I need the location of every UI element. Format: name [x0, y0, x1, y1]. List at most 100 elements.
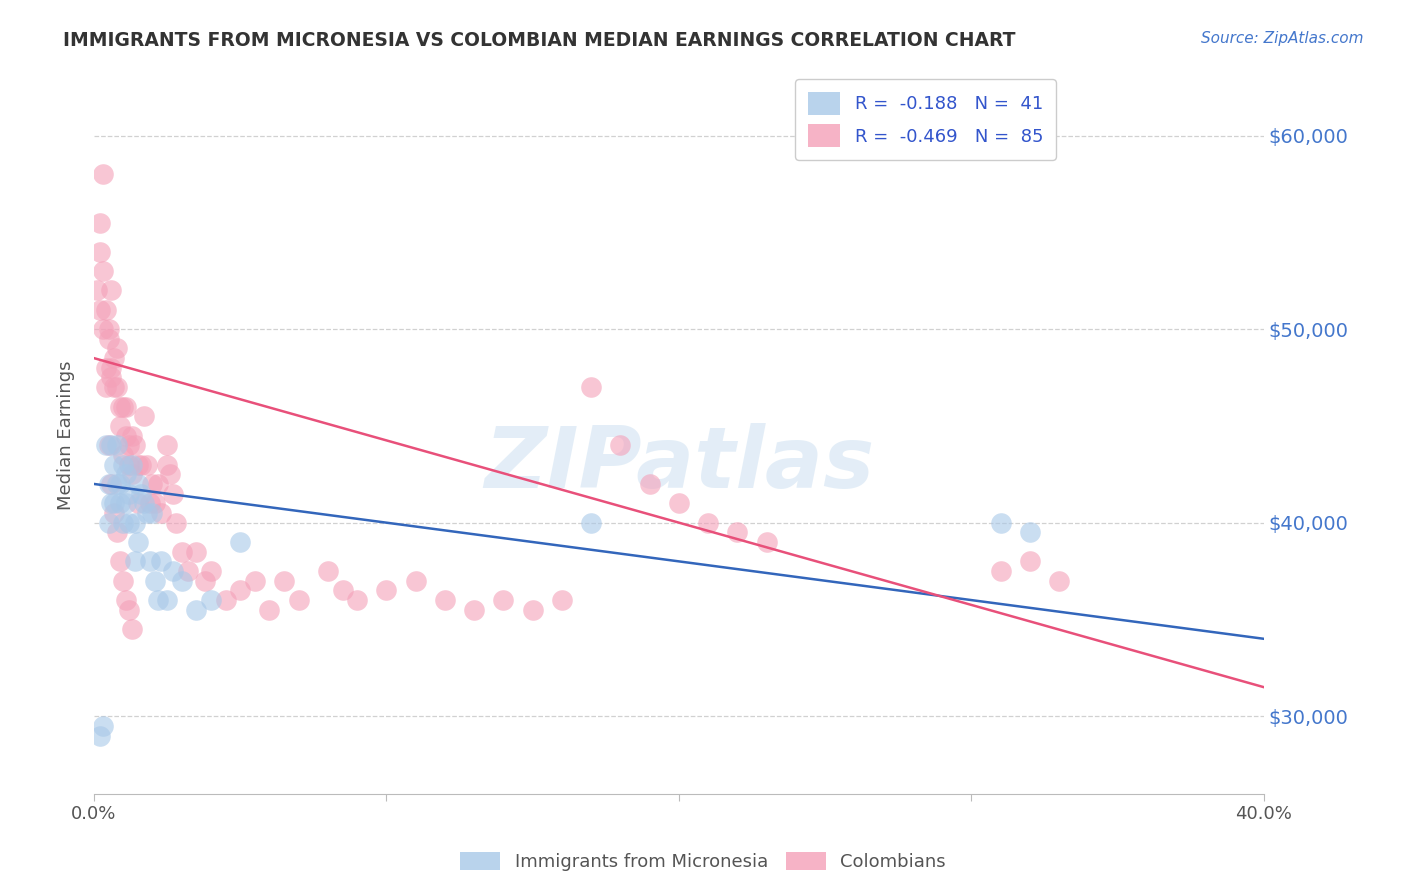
Point [200, 564, 222, 578]
Point [110, 477, 132, 491]
Point [89, 302, 111, 317]
Point [124, 438, 146, 452]
Point [121, 428, 143, 442]
Point [110, 418, 132, 433]
Point [121, 458, 143, 472]
Point [229, 583, 252, 598]
Point [105, 342, 128, 356]
Point [118, 458, 141, 472]
Point [105, 380, 128, 394]
Point [129, 458, 152, 472]
Point [86, 284, 108, 298]
Point [551, 593, 574, 607]
Text: Source: ZipAtlas.com: Source: ZipAtlas.com [1201, 31, 1364, 46]
Point [91, 322, 114, 336]
Point [110, 400, 132, 414]
Point [141, 506, 163, 520]
Point [129, 486, 152, 500]
Point [316, 564, 339, 578]
Point [990, 516, 1012, 530]
Point [1019, 525, 1042, 540]
Point [138, 496, 160, 510]
Point [100, 477, 122, 491]
Point [118, 438, 141, 452]
Point [150, 506, 173, 520]
Point [127, 535, 149, 549]
Point [91, 719, 114, 733]
Point [273, 574, 295, 588]
Point [97, 516, 120, 530]
Point [91, 264, 114, 278]
Point [287, 593, 309, 607]
Point [433, 593, 456, 607]
Point [100, 496, 122, 510]
Point [94, 380, 117, 394]
Y-axis label: Median Earnings: Median Earnings [58, 360, 75, 510]
Point [170, 545, 193, 559]
Point [89, 216, 111, 230]
Point [243, 574, 266, 588]
Point [127, 496, 149, 510]
Point [186, 603, 208, 617]
Point [103, 380, 125, 394]
Point [200, 593, 222, 607]
Point [89, 244, 111, 259]
Point [89, 729, 111, 743]
Point [156, 438, 179, 452]
Point [165, 516, 187, 530]
Point [579, 380, 602, 394]
Point [118, 486, 141, 500]
Point [214, 593, 236, 607]
Point [112, 574, 135, 588]
Point [522, 603, 544, 617]
Point [132, 409, 155, 424]
Point [332, 583, 354, 598]
Point [115, 467, 138, 482]
Point [159, 467, 181, 482]
Point [1047, 574, 1070, 588]
Point [124, 516, 146, 530]
Point [121, 467, 143, 482]
Point [156, 458, 179, 472]
Point [141, 477, 163, 491]
Point [375, 583, 398, 598]
Point [609, 438, 631, 452]
Point [127, 477, 149, 491]
Point [148, 477, 170, 491]
Point [115, 428, 138, 442]
Text: ZIPatlas: ZIPatlas [484, 423, 875, 506]
Point [110, 496, 132, 510]
Point [150, 554, 173, 568]
Point [118, 516, 141, 530]
Point [463, 603, 485, 617]
Point [100, 284, 122, 298]
Point [990, 564, 1012, 578]
Point [105, 477, 128, 491]
Point [105, 438, 128, 452]
Point [112, 458, 135, 472]
Text: IMMIGRANTS FROM MICRONESIA VS COLOMBIAN MEDIAN EARNINGS CORRELATION CHART: IMMIGRANTS FROM MICRONESIA VS COLOMBIAN … [63, 31, 1015, 50]
Point [492, 593, 515, 607]
Legend: Immigrants from Micronesia, Colombians: Immigrants from Micronesia, Colombians [453, 845, 953, 879]
Point [103, 496, 125, 510]
Point [162, 564, 184, 578]
Legend: R =  -0.188   N =  41, R =  -0.469   N =  85: R = -0.188 N = 41, R = -0.469 N = 85 [796, 79, 1056, 160]
Point [97, 322, 120, 336]
Point [127, 458, 149, 472]
Point [229, 535, 252, 549]
Point [100, 360, 122, 375]
Point [638, 477, 661, 491]
Point [1019, 554, 1042, 568]
Point [176, 564, 198, 578]
Point [105, 525, 128, 540]
Point [94, 360, 117, 375]
Point [112, 400, 135, 414]
Point [143, 496, 166, 510]
Point [124, 554, 146, 568]
Point [100, 438, 122, 452]
Point [143, 574, 166, 588]
Point [148, 593, 170, 607]
Point [259, 603, 281, 617]
Point [97, 477, 120, 491]
Point [668, 496, 690, 510]
